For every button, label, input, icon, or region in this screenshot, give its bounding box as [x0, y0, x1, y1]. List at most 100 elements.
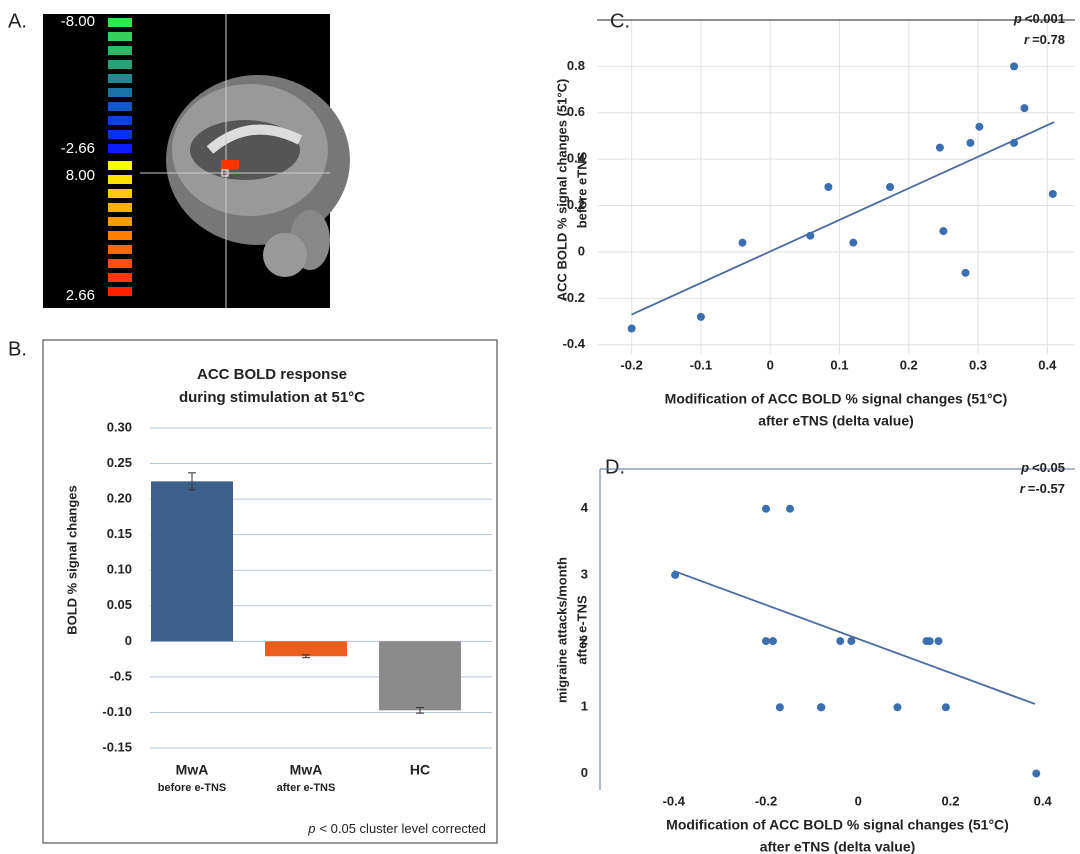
stat-symbol: r [1020, 481, 1026, 496]
y-tick-label: 0.8 [567, 58, 585, 73]
x-tick-label: 0.1 [830, 357, 848, 372]
footnote-text: < 0.05 cluster level corrected [319, 821, 486, 836]
y-tick-label: -0.5 [110, 668, 132, 683]
colorbar-block [108, 102, 132, 111]
colorbar-label: 8.00 [66, 167, 95, 184]
y-tick-label: -0.10 [102, 704, 132, 719]
stat-symbol: p [1013, 11, 1022, 26]
x-tick-label: 0 [855, 793, 862, 808]
x-tick-label: MwA [290, 762, 323, 778]
footnote: p < 0.05 cluster level corrected [307, 821, 486, 836]
colorbar-block [108, 116, 132, 125]
colorbar-block [108, 259, 132, 268]
brain-image [43, 14, 350, 308]
y-axis-label: after e-TNS [574, 595, 589, 665]
y-axis-label: before eTNS [574, 151, 589, 228]
y-tick-label: 0.25 [107, 455, 132, 470]
point [1048, 189, 1057, 198]
colorbar-block [108, 217, 132, 226]
stat-text: =-0.57 [1028, 481, 1065, 496]
y-tick-label: 0.10 [107, 562, 132, 577]
colorbar-block [108, 144, 132, 153]
point [762, 637, 771, 646]
point [847, 637, 856, 646]
panel-label: C. [610, 10, 630, 32]
stat-text: <0.05 [1032, 460, 1065, 475]
point [775, 703, 784, 712]
point [836, 637, 845, 646]
y-tick-label: 0 [125, 633, 132, 648]
point [671, 570, 680, 579]
x-tick-label: 0 [767, 357, 774, 372]
error-bar [416, 706, 424, 714]
panel-label: A. [8, 10, 27, 32]
point [893, 703, 902, 712]
stat-label: p <0.05 [1020, 460, 1065, 475]
y-tick-label: 0.2 [567, 197, 585, 212]
y-tick-label: 4 [581, 500, 589, 515]
colorbar-block [108, 189, 132, 198]
point [696, 312, 705, 321]
point [1010, 138, 1019, 147]
error-bar [302, 654, 310, 659]
point [961, 268, 970, 277]
trend-line [673, 570, 1036, 705]
x-axis-label: Modification of ACC BOLD % signal change… [666, 817, 1009, 833]
panel-label: D. [605, 456, 625, 478]
y-tick-label: -0.4 [563, 336, 586, 351]
colorbar-block [108, 46, 132, 55]
panel-label: B. [8, 338, 27, 360]
x-tick-label: -0.1 [690, 357, 712, 372]
y-tick-label: 1 [581, 699, 588, 714]
chart-title: ACC BOLD response [197, 366, 347, 383]
x-tick-label: -0.2 [755, 793, 777, 808]
point [935, 143, 944, 152]
y-tick-label: 0.15 [107, 526, 132, 541]
colorbar-block [108, 287, 132, 296]
point [886, 183, 895, 191]
x-tick-label: -0.2 [620, 357, 642, 372]
footnote-symbol: p [307, 821, 315, 836]
point [806, 231, 815, 240]
y-tick-label: 0.6 [567, 104, 585, 119]
bar [265, 641, 347, 657]
point [975, 122, 984, 131]
y-axis-label: BOLD % signal changes [64, 485, 79, 635]
colorbar-block [108, 74, 132, 83]
colorbar-block [108, 273, 132, 282]
stat-label: p <0.001 [1013, 11, 1065, 26]
colorbar-block [108, 203, 132, 212]
stat-text: <0.001 [1025, 11, 1065, 26]
colorbar-block [108, 88, 132, 97]
y-tick-label: -0.15 [102, 739, 132, 754]
stat-symbol: r [1024, 32, 1030, 47]
x-tick-label: 0.4 [1038, 357, 1057, 372]
x-tick-label: 0.3 [969, 357, 987, 372]
point [939, 227, 948, 236]
point [934, 637, 943, 646]
x-tick-label: 0.2 [941, 793, 959, 808]
point [1032, 769, 1041, 778]
x-axis-label: after eTNS (delta value) [760, 839, 916, 854]
stat-label: r =-0.57 [1020, 481, 1065, 496]
colorbar-block [108, 32, 132, 41]
error-bar [188, 472, 196, 491]
y-tick-label: 0.05 [107, 597, 132, 612]
point [738, 238, 747, 247]
point [925, 637, 934, 646]
x-tick-label: -0.4 [663, 793, 686, 808]
colorbar-block [108, 130, 132, 139]
y-tick-label: 2 [581, 633, 588, 648]
y-axis-label: ACC BOLD % signal changes (51°C) [554, 79, 569, 302]
trend-line [631, 121, 1055, 316]
colorbar-block [108, 18, 132, 27]
colorbar-label: 2.66 [66, 287, 95, 304]
point [786, 504, 794, 513]
colorbar-block [108, 161, 132, 170]
y-tick-label: 0.30 [107, 419, 132, 434]
y-tick-label: 3 [581, 566, 588, 581]
point [824, 183, 833, 191]
colorbar-label: -2.66 [61, 140, 95, 157]
colorbar-label: -8.00 [61, 13, 95, 30]
